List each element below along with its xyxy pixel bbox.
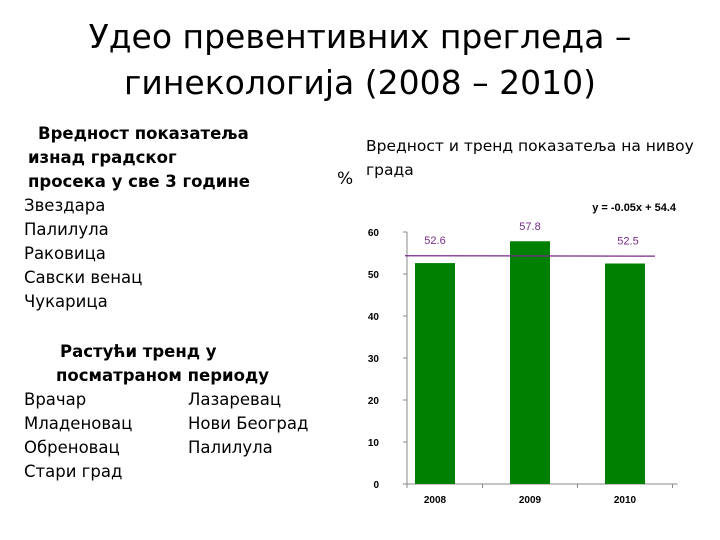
y-tick-label: 10 [368,438,380,449]
above-average-heading-line: просека у све 3 године [28,172,250,191]
y-tick-label: 60 [368,228,380,239]
municipality-lists: Вредност показатеља изнад градског просе… [24,122,334,484]
list-item: Савски венац [24,268,143,287]
data-label: 52.6 [424,235,445,247]
above-average-list: Звездара Палилула Раковица Савски венац … [24,194,334,314]
x-tick-label: 2010 [614,495,637,506]
list-item: Врачар [24,390,87,409]
list-row: Стари град [24,460,334,484]
rising-trend-heading-line: посматраном периоду [56,366,269,385]
list-item: Младеновац [24,414,133,433]
list-item: Звездара [24,196,106,215]
slide-title: Удео превентивних прегледа – гинекологиј… [0,14,720,106]
trendline-equation: y = -0.05x + 54.4 [592,202,677,214]
list-row: Обреновац Палилула [24,436,334,460]
rising-trend-heading: Растући тренд у посматраном периоду [56,340,334,388]
title-line-1: Удео превентивних прегледа – [88,17,632,56]
above-average-heading: Вредност показатеља изнад градског просе… [28,122,334,194]
data-label: 52.5 [617,236,638,248]
rising-trend-list: Врачар Лазаревац Младеновац Нови Београд… [24,388,334,484]
x-tick-label: 2008 [424,495,447,506]
y-axis-unit-label: % [337,169,354,189]
list-item: Раковица [24,244,106,263]
chart-title: Вредност и тренд показатеља на нивоу гра… [366,137,694,179]
list-row: Младеновац Нови Београд [24,412,334,436]
above-average-heading-line: Вредност показатеља [38,124,249,143]
data-label: 57.8 [519,221,540,233]
list-item: Стари град [24,462,123,481]
x-tick-label: 2009 [519,495,542,506]
list-item: Нови Београд [188,414,309,433]
y-tick-label: 40 [368,312,380,323]
bar [510,241,550,484]
title-line-2: гинекологија (2008 – 2010) [124,63,596,102]
y-tick-label: 30 [368,354,380,365]
y-tick-label: 50 [368,270,380,281]
bar [415,263,455,484]
y-tick-label: 20 [368,396,380,407]
rising-trend-heading-line: Растући тренд у [60,342,217,361]
list-item: Лазаревац [188,390,282,409]
list-item: Палилула [188,438,273,457]
bar [605,263,645,484]
list-item: Палилула [24,220,109,239]
y-tick-label: 0 [373,480,379,491]
list-row: Врачар Лазаревац [24,388,334,412]
list-item: Обреновац [24,438,120,457]
list-item: Чукарица [24,292,108,311]
above-average-heading-line: изнад градског [28,148,177,167]
bar-chart: 0 10 20 30 40 50 60 2008 2009 2010 52.6 57.8 52.5 y =… [368,202,678,506]
